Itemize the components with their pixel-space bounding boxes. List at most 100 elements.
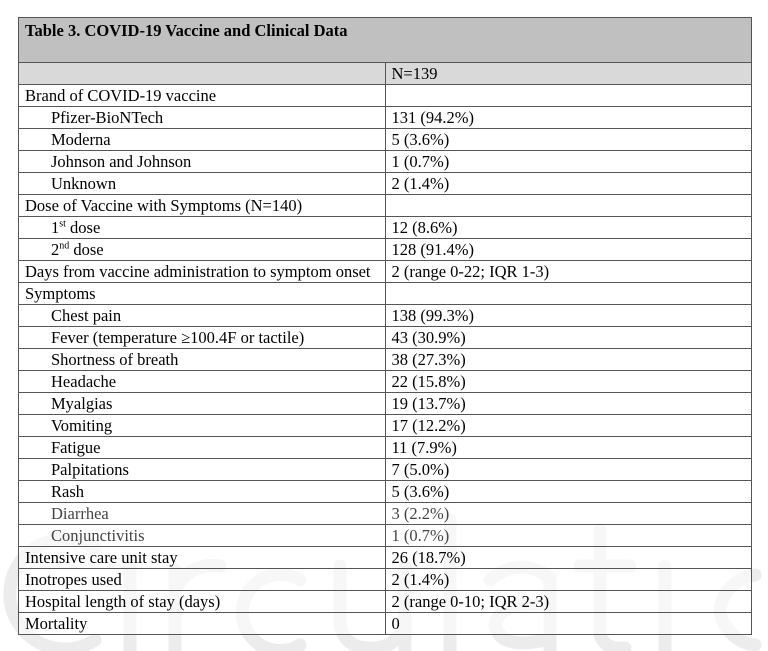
row-value: 43 (30.9%) [384, 326, 752, 349]
row-label-text: Inotropes used [25, 570, 122, 589]
table-row: Mortality 0 [18, 612, 752, 635]
row-label-text: Palpitations [51, 460, 129, 479]
row-value: 5 (3.6%) [384, 128, 752, 151]
row-label-text: Brand of COVID-19 vaccine [25, 86, 217, 105]
row-value: 1 (0.7%) [384, 150, 752, 173]
table-row: Intensive care unit stay 26 (18.7%) [18, 546, 752, 569]
table-row: Hospital length of stay (days) 2 (range 0… [18, 590, 752, 613]
column-header-row: N=139 [18, 62, 752, 85]
row-label-text: Myalgias [51, 394, 113, 413]
row-value: 2 (1.4%) [384, 172, 752, 195]
table-row: Pfizer-BioNTech 131 (94.2%) [18, 106, 752, 129]
row-label-text: Conjunctivitis [51, 526, 145, 545]
table-row: Moderna 5 (3.6%) [18, 128, 752, 151]
ordinal-suffix: nd [59, 240, 70, 252]
row-label-text: Pfizer-BioNTech [51, 108, 164, 127]
row-value: 7 (5.0%) [384, 458, 752, 481]
row-label-suffix: dose [65, 218, 101, 237]
row-label-text: Days from vaccine administration to symp… [25, 262, 371, 281]
row-label: Diarrhea [18, 502, 386, 525]
row-value: 1 (0.7%) [384, 524, 752, 547]
row-label: Brand of COVID-19 vaccine [18, 84, 386, 107]
row-label: Days from vaccine administration to symp… [18, 260, 386, 283]
row-label: Johnson and Johnson [18, 150, 386, 173]
row-label: Unknown [18, 172, 386, 195]
row-value [384, 194, 752, 217]
row-label: Chest pain [18, 304, 386, 327]
row-label-text: Shortness of breath [51, 350, 179, 369]
table-row: Brand of COVID-19 vaccine [18, 84, 752, 107]
row-value: 128 (91.4%) [384, 238, 752, 261]
table-row: Headache 22 (15.8%) [18, 370, 752, 393]
row-label: Dose of Vaccine with Symptoms (N=140) [18, 194, 386, 217]
row-label: Pfizer-BioNTech [18, 106, 386, 129]
row-value: 19 (13.7%) [384, 392, 752, 415]
table-row: 2nd dose 128 (91.4%) [18, 238, 752, 261]
row-value: 12 (8.6%) [384, 216, 752, 239]
row-label-text: Unknown [51, 174, 117, 193]
row-value: 131 (94.2%) [384, 106, 752, 129]
row-label: Symptoms [18, 282, 386, 305]
row-value: 3 (2.2%) [384, 502, 752, 525]
row-value [384, 282, 752, 305]
table-row: Fatigue 11 (7.9%) [18, 436, 752, 459]
row-label-text: Fatigue [51, 438, 101, 457]
row-label-text: Symptoms [25, 284, 96, 303]
table-row: Shortness of breath 38 (27.3%) [18, 348, 752, 371]
table-row: Vomiting 17 (12.2%) [18, 414, 752, 437]
row-label-text: Mortality [25, 614, 88, 633]
table-row: 1st dose 12 (8.6%) [18, 216, 752, 239]
row-value: 2 (range 0-10; IQR 2-3) [384, 590, 752, 613]
row-label: Palpitations [18, 458, 386, 481]
table-row: Myalgias 19 (13.7%) [18, 392, 752, 415]
row-label: Myalgias [18, 392, 386, 415]
ordinal-suffix: st [59, 218, 66, 230]
row-label: Conjunctivitis [18, 524, 386, 547]
row-label: Shortness of breath [18, 348, 386, 371]
row-label: Fever (temperature ≥100.4F or tactile) [18, 326, 386, 349]
row-value [384, 84, 752, 107]
row-value: 22 (15.8%) [384, 370, 752, 393]
row-value: 2 (range 0-22; IQR 1-3) [384, 260, 752, 283]
row-label-text: Vomiting [51, 416, 113, 435]
row-value: 17 (12.2%) [384, 414, 752, 437]
row-label-text: Intensive care unit stay [25, 548, 178, 567]
empty-header-cell [18, 62, 386, 85]
row-label: Inotropes used [18, 568, 386, 591]
row-label: Headache [18, 370, 386, 393]
table-row: Johnson and Johnson 1 (0.7%) [18, 150, 752, 173]
table-row: Chest pain 138 (99.3%) [18, 304, 752, 327]
row-value: 26 (18.7%) [384, 546, 752, 569]
row-label-text: Hospital length of stay (days) [25, 592, 221, 611]
row-value: 0 [384, 612, 752, 635]
row-label-text: Dose of Vaccine with Symptoms (N=140) [25, 196, 303, 215]
row-label-text: 1 [51, 218, 60, 237]
table-title-row: Table 3. COVID-19 Vaccine and Clinical D… [18, 17, 752, 63]
table-row: Conjunctivitis 1 (0.7%) [18, 524, 752, 547]
row-label: Rash [18, 480, 386, 503]
row-label: Mortality [18, 612, 386, 635]
n-header: N=139 [384, 62, 752, 85]
table-row: Rash 5 (3.6%) [18, 480, 752, 503]
row-label-suffix: dose [69, 240, 104, 259]
row-value: 2 (1.4%) [384, 568, 752, 591]
row-label-text: Fever (temperature ≥100.4F or tactile) [51, 328, 305, 347]
clinical-data-table: Table 3. COVID-19 Vaccine and Clinical D… [18, 17, 752, 635]
row-label: Moderna [18, 128, 386, 151]
row-label: Fatigue [18, 436, 386, 459]
row-label-text: Moderna [51, 130, 111, 149]
table-row: Unknown 2 (1.4%) [18, 172, 752, 195]
table-row: Diarrhea 3 (2.2%) [18, 502, 752, 525]
row-label-text: Johnson and Johnson [51, 152, 192, 171]
row-value: 38 (27.3%) [384, 348, 752, 371]
table-row: Days from vaccine administration to symp… [18, 260, 752, 283]
row-value: 11 (7.9%) [384, 436, 752, 459]
table-row: Symptoms [18, 282, 752, 305]
table-row: Dose of Vaccine with Symptoms (N=140) [18, 194, 752, 217]
table-title: Table 3. COVID-19 Vaccine and Clinical D… [18, 17, 752, 63]
row-label-text: Chest pain [51, 306, 122, 325]
row-label: 2nd dose [18, 238, 386, 261]
table-row: Palpitations 7 (5.0%) [18, 458, 752, 481]
row-label: Intensive care unit stay [18, 546, 386, 569]
table-row: Fever (temperature ≥100.4F or tactile) 43… [18, 326, 752, 349]
